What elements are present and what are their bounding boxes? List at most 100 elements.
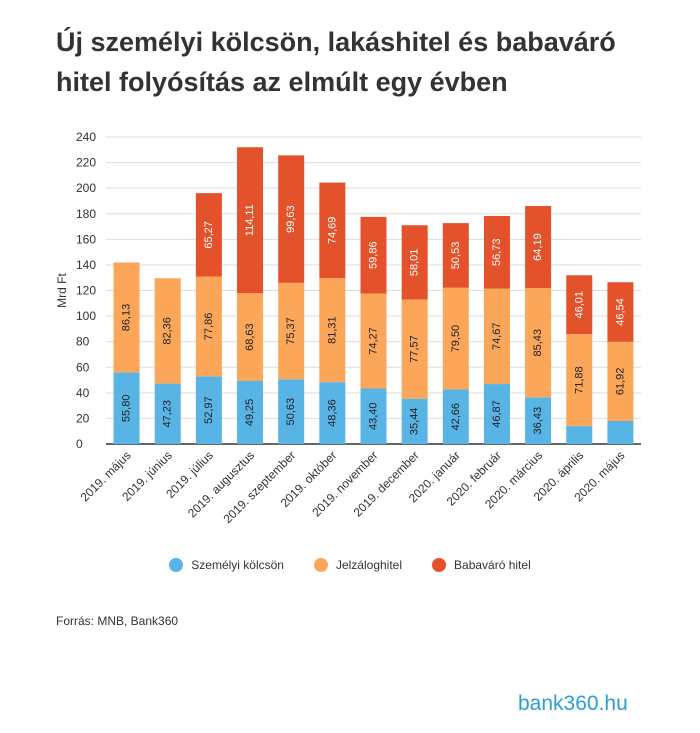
legend-label-jelzalog: Jelzáloghitel <box>335 558 403 572</box>
data-label-babavaro: 65,27 <box>203 221 215 249</box>
y-axis-label: Mrd Ft <box>55 273 69 308</box>
bar-jelzalog <box>237 293 264 382</box>
y-tick-label: 80 <box>76 335 90 349</box>
data-label-szemelyi: 48,36 <box>326 399 338 427</box>
data-label-szemelyi: 50,63 <box>285 398 297 426</box>
data-label-szemelyi: 47,23 <box>162 400 174 428</box>
bar-szemelyi <box>442 389 469 444</box>
legend-item-szemelyi: Személyi kölcsön <box>169 558 284 572</box>
bar-babavaro <box>195 193 222 277</box>
bar-jelzalog <box>607 341 634 421</box>
bar-szemelyi <box>195 376 222 444</box>
data-label-babavaro: 46,01 <box>573 291 585 319</box>
data-label-szemelyi: 43,40 <box>368 402 380 430</box>
data-label-jelzalog: 85,43 <box>532 329 544 357</box>
bar-jelzalog <box>154 278 181 384</box>
legend-label-szemelyi: Személyi kölcsön <box>191 558 284 572</box>
data-label-babavaro: 56,73 <box>491 238 503 266</box>
bar-szemelyi <box>525 397 552 444</box>
chart-title: Új személyi kölcsön, lakáshitel és babav… <box>56 27 616 97</box>
data-label-babavaro: 64,19 <box>532 233 544 261</box>
bar-szemelyi <box>360 388 387 444</box>
data-label-jelzalog: 82,36 <box>162 317 174 345</box>
y-tick-label: 120 <box>76 284 96 298</box>
legend-label-babavaro: Babaváró hitel <box>454 558 531 572</box>
data-label-jelzalog: 74,67 <box>491 323 503 351</box>
bar-babavaro <box>607 282 634 342</box>
bar-jelzalog <box>278 282 305 380</box>
legend-item-jelzalog: Jelzáloghitel <box>313 558 403 572</box>
data-label-babavaro: 50,53 <box>450 242 462 270</box>
bar-babavaro <box>442 223 469 288</box>
bar-babavaro <box>278 155 305 283</box>
y-tick-label: 20 <box>76 411 90 425</box>
data-label-szemelyi: 55,80 <box>121 395 133 423</box>
legend-item-babavaro: Babaváró hitel <box>432 558 531 572</box>
data-label-szemelyi: 46,87 <box>491 400 503 428</box>
data-label-szemelyi: 49,25 <box>244 399 256 427</box>
bar-jelzalog <box>319 278 346 383</box>
bar-jelzalog <box>525 288 552 398</box>
stacked-bar-chart: 0 20 40 60 80 100 120 140 160 180 200 220 240 Mrd Ft 5… <box>55 130 641 526</box>
bar-babavaro <box>360 216 387 294</box>
data-label-babavaro: 74,69 <box>326 217 338 245</box>
bar-babavaro <box>319 182 346 279</box>
data-label-babavaro: 99,63 <box>285 205 297 233</box>
data-label-szemelyi: 42,66 <box>450 403 462 431</box>
data-label-jelzalog: 68,63 <box>244 323 256 351</box>
legend-swatch-szemelyi <box>169 558 184 572</box>
data-label-babavaro: 114,11 <box>244 204 256 236</box>
y-tick-label: 40 <box>76 386 90 400</box>
y-tick-label: 100 <box>76 309 96 323</box>
bar-szemelyi <box>278 379 305 444</box>
bar-szemelyi <box>607 420 634 444</box>
data-label-szemelyi: 36,43 <box>532 407 544 435</box>
bar-szemelyi <box>237 381 264 444</box>
bar-jelzalog <box>113 262 140 373</box>
data-label-jelzalog: 74,27 <box>368 327 380 355</box>
bar-szemelyi <box>566 426 593 444</box>
bar-szemelyi <box>319 382 346 444</box>
legend-swatch-jelzalog <box>313 558 328 572</box>
bar-babavaro <box>401 225 428 300</box>
y-tick-label: 60 <box>76 360 90 374</box>
data-label-jelzalog: 61,92 <box>614 368 626 396</box>
bar-szemelyi <box>113 372 140 444</box>
bar-babavaro <box>237 147 264 294</box>
bar-jelzalog <box>442 287 469 390</box>
data-label-jelzalog: 75,37 <box>285 317 297 345</box>
data-label-jelzalog: 86,13 <box>121 304 133 332</box>
legend-swatch-babavaro <box>432 558 447 572</box>
y-tick-label: 160 <box>76 232 96 246</box>
bar-szemelyi <box>483 384 510 444</box>
y-tick-label: 240 <box>76 130 96 144</box>
y-tick-label: 180 <box>76 207 96 221</box>
source-note: Forrás: MNB, Bank360 <box>56 614 179 628</box>
data-label-jelzalog: 77,86 <box>203 313 215 341</box>
data-label-szemelyi: 52,97 <box>203 396 215 424</box>
data-label-jelzalog: 79,50 <box>450 325 462 353</box>
data-label-szemelyi: 35,44 <box>409 408 421 436</box>
y-tick-label: 0 <box>76 437 83 451</box>
bar-jelzalog <box>360 293 387 389</box>
bar-jelzalog <box>401 299 428 399</box>
y-tick-label: 200 <box>76 181 96 195</box>
bar-babavaro <box>525 206 552 289</box>
bar-jelzalog <box>195 276 222 377</box>
bar-babavaro <box>483 215 510 289</box>
y-tick-label: 140 <box>76 258 96 272</box>
y-tick-label: 220 <box>76 156 96 170</box>
data-label-jelzalog: 71,88 <box>573 366 585 394</box>
data-label-jelzalog: 81,31 <box>326 316 338 344</box>
bank360-logo: bank360.hu <box>518 692 628 715</box>
data-label-babavaro: 59,86 <box>368 241 380 269</box>
data-label-babavaro: 58,01 <box>409 249 421 277</box>
bar-jelzalog <box>483 288 510 385</box>
bar-babavaro <box>566 275 593 335</box>
bar-szemelyi <box>154 383 181 444</box>
legend: Személyi kölcsön Jelzáloghitel Babaváró … <box>0 558 700 572</box>
bar-szemelyi <box>401 398 428 444</box>
data-label-jelzalog: 77,57 <box>409 335 421 363</box>
bar-jelzalog <box>566 334 593 427</box>
x-tick-label: 2019. szeptember <box>220 448 298 526</box>
